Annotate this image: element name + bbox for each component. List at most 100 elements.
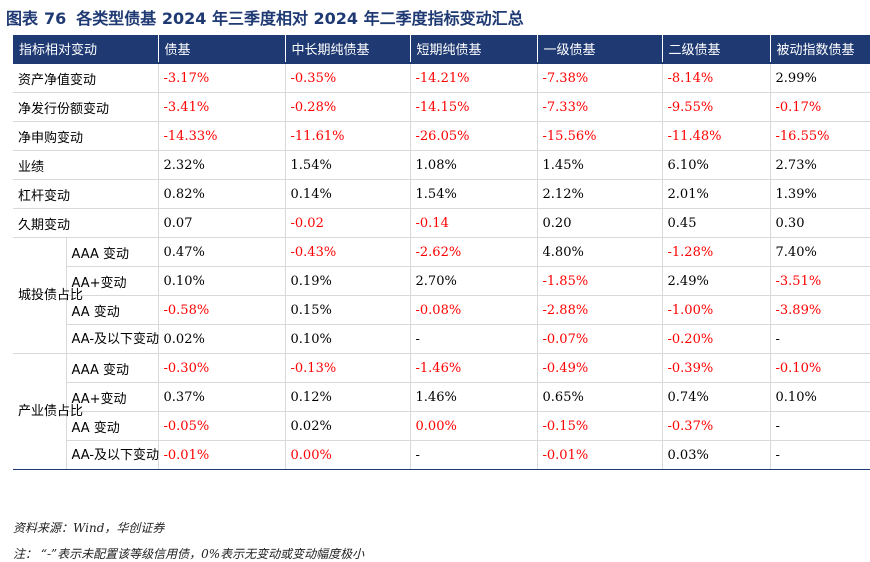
row-label: 久期变动: [13, 208, 159, 238]
table-row: 业绩 2.32% 1.54% 1.08% 1.45% 6.10% 2.73%: [13, 150, 870, 180]
table-cell: 0.02%: [285, 411, 411, 441]
group-label: 城投债占比: [13, 237, 83, 354]
table-cell: 0.30: [770, 208, 870, 238]
table-cell: -0.35%: [285, 63, 411, 93]
table-cell: 2.32%: [158, 150, 286, 180]
figure-label: 图表: [6, 9, 39, 28]
table-cell: 0.37%: [158, 382, 286, 412]
table-row: 产业债占比 AAA 变动 -0.30% -0.13% -1.46% -0.49% -0.39…: [13, 353, 870, 470]
table-cell: 0.10%: [770, 382, 870, 412]
table-cell: -2.62%: [410, 237, 538, 267]
table-cell: 0.00%: [285, 440, 411, 470]
table-cell: -9.55%: [662, 92, 771, 122]
column-header: 中长期纯债基: [285, 35, 411, 64]
table-cell: 7.40%: [770, 237, 870, 267]
table-cell: 2.12%: [537, 179, 663, 209]
table-cell: -: [770, 440, 870, 470]
table-row: AA+变动 0.10% 0.19% 2.70% -1.85% 2.49% -3.51%: [13, 266, 870, 296]
table-row: AA-及以下变动 -0.01% 0.00% - -0.01% 0.03% -: [13, 440, 870, 470]
table-cell: -0.30%: [158, 353, 286, 383]
table-cell: -3.17%: [158, 63, 286, 93]
column-header: 二级债基: [662, 35, 771, 64]
table-row: 城投债占比 AAA 变动 0.47% -0.43% -2.62% 4.80% -1.28% 7…: [13, 237, 870, 354]
table-cell: -0.20%: [662, 324, 771, 354]
table-cell: -0.13%: [285, 353, 411, 383]
table-cell: -1.00%: [662, 295, 771, 325]
table-cell: 1.08%: [410, 150, 538, 180]
row-label: 杠杆变动: [13, 179, 159, 209]
row-label: AAA 变动: [66, 353, 159, 383]
table-cell: -7.38%: [537, 63, 663, 93]
table-row: AA 变动 -0.58% 0.15% -0.08% -2.88% -1.00% -3.89%: [13, 295, 870, 325]
table-cell: 0.14%: [285, 179, 411, 209]
table-cell: -11.61%: [285, 121, 411, 151]
table-cell: -0.07%: [537, 324, 663, 354]
table-cell: -0.05%: [158, 411, 286, 441]
table-cell: -1.46%: [410, 353, 538, 383]
table-cell: -26.05%: [410, 121, 538, 151]
table-row: 净发行份额变动 -3.41% -0.28% -14.15% -7.33% -9.55% -0…: [13, 92, 870, 122]
table-cell: -1.28%: [662, 237, 771, 267]
table-cell: 0.74%: [662, 382, 771, 412]
figure-title: 图表 76 各类型债基 2024 年三季度相对 2024 年二季度指标变动汇总: [6, 6, 524, 32]
table-cell: -0.37%: [662, 411, 771, 441]
footnote: 注： “-”表示未配置该等级信用债，0%表示无变动或变动幅度极小: [13, 547, 365, 561]
row-label: AA+变动: [66, 266, 159, 296]
column-header: 一级债基: [537, 35, 663, 64]
table-cell: 1.46%: [410, 382, 538, 412]
table-cell: -0.49%: [537, 353, 663, 383]
column-header: 短期纯债基: [410, 35, 538, 64]
row-label: 净发行份额变动: [13, 92, 159, 122]
table-cell: -11.48%: [662, 121, 771, 151]
table-cell: -14.15%: [410, 92, 538, 122]
table-cell: 1.54%: [410, 179, 538, 209]
column-header: 指标相对变动: [13, 35, 159, 64]
table-cell: -3.51%: [770, 266, 870, 296]
row-label: AAA 变动: [66, 237, 159, 267]
row-label: AA-及以下变动: [66, 324, 159, 354]
table-cell: 2.73%: [770, 150, 870, 180]
table-cell: 2.49%: [662, 266, 771, 296]
table-row: 资产净值变动 -3.17% -0.35% -14.21% -7.38% -8.14% 2.9…: [13, 63, 870, 93]
table-cell: -: [410, 324, 538, 354]
row-label: 净申购变动: [13, 121, 159, 151]
table-cell: 0.45: [662, 208, 771, 238]
table-cell: -: [410, 440, 538, 470]
table-row: 久期变动 0.07 -0.02 -0.14 0.20 0.45 0.30: [13, 208, 870, 238]
table-cell: -3.89%: [770, 295, 870, 325]
table-row: AA+变动 0.37% 0.12% 1.46% 0.65% 0.74% 0.10%: [13, 382, 870, 412]
table-cell: -15.56%: [537, 121, 663, 151]
table-cell: 1.45%: [537, 150, 663, 180]
table-cell: 0.20: [537, 208, 663, 238]
table-cell: -0.01%: [537, 440, 663, 470]
table-cell: -0.10%: [770, 353, 870, 383]
table-cell: 0.82%: [158, 179, 286, 209]
table-row: 净申购变动 -14.33% -11.61% -26.05% -15.56% -11.48%…: [13, 121, 870, 151]
table-cell: 0.03%: [662, 440, 771, 470]
table-cell: -16.55%: [770, 121, 870, 151]
table-cell: -7.33%: [537, 92, 663, 122]
figure-title-text: 各类型债基 2024 年三季度相对 2024 年二季度指标变动汇总: [76, 9, 524, 28]
row-label: AA 变动: [66, 295, 159, 325]
table-cell: -1.85%: [537, 266, 663, 296]
table-cell: 6.10%: [662, 150, 771, 180]
table-cell: 0.65%: [537, 382, 663, 412]
table-cell: -: [770, 411, 870, 441]
table-cell: 2.01%: [662, 179, 771, 209]
indicator-change-table: 指标相对变动 债基 中长期纯债基 短期纯债基 一级债基 二级债基 被动指数债基 资产净值变动…: [13, 35, 870, 470]
table-cell: -0.43%: [285, 237, 411, 267]
table-cell: 0.15%: [285, 295, 411, 325]
table-cell: 4.80%: [537, 237, 663, 267]
table-cell: 1.54%: [285, 150, 411, 180]
table-cell: -0.14: [410, 208, 538, 238]
table-cell: -3.41%: [158, 92, 286, 122]
table-cell: -0.08%: [410, 295, 538, 325]
table-cell: 0.02%: [158, 324, 286, 354]
source-note: 资料来源：Wind，华创证券: [13, 521, 165, 535]
table-cell: 1.39%: [770, 179, 870, 209]
group-label: 产业债占比: [13, 353, 83, 470]
table-cell: 2.99%: [770, 63, 870, 93]
table-cell: -0.02: [285, 208, 411, 238]
table-cell: -0.17%: [770, 92, 870, 122]
table-cell: -14.21%: [410, 63, 538, 93]
